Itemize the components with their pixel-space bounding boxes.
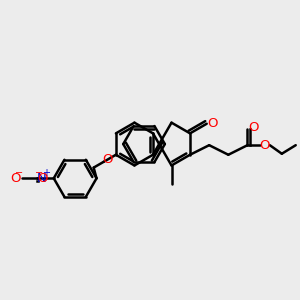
Text: −: − <box>15 168 23 178</box>
Text: N: N <box>37 172 47 185</box>
Text: −: − <box>35 168 44 178</box>
Text: O: O <box>260 139 270 152</box>
Text: O: O <box>37 172 48 185</box>
Text: +: + <box>42 168 50 178</box>
Text: O: O <box>207 117 217 130</box>
Text: O: O <box>11 172 21 185</box>
Text: O: O <box>249 121 259 134</box>
Text: O: O <box>102 153 113 166</box>
